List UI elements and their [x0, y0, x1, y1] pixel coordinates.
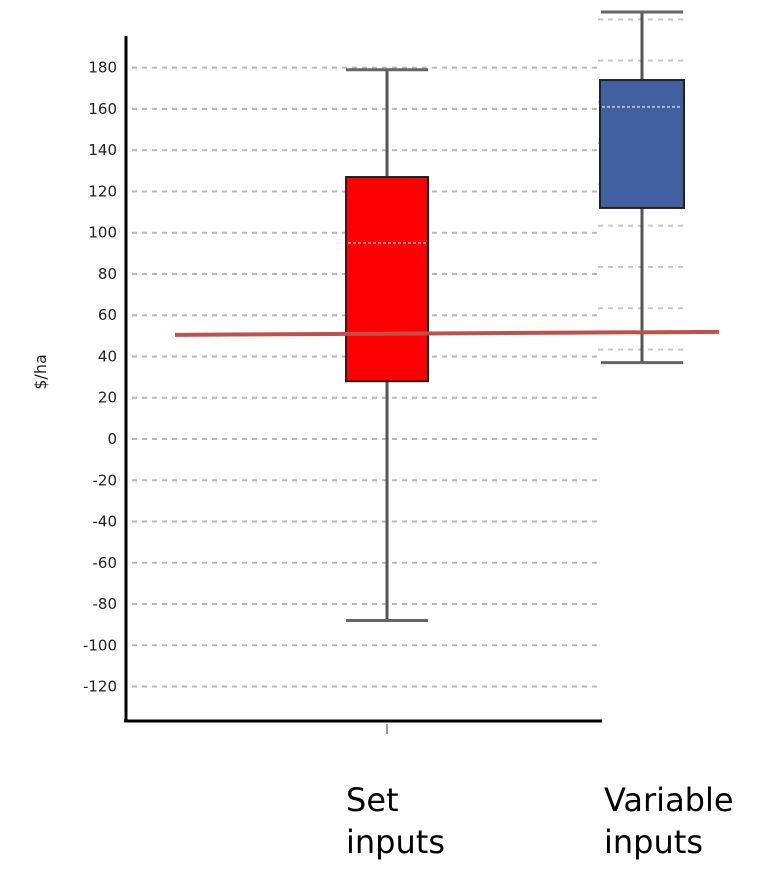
category-label-variable-inputs: Variable inputs — [604, 779, 734, 863]
category-label-set-inputs: Set inputs — [346, 779, 445, 863]
category-label-line: Variable — [604, 781, 734, 819]
y-tick-label: -60 — [93, 554, 118, 572]
y-tick-label: 0 — [107, 430, 117, 448]
box-0 — [345, 68, 429, 623]
y-tick-label: -120 — [83, 678, 117, 696]
y-tick-label: 100 — [88, 224, 117, 242]
y-tick-label: 180 — [88, 59, 117, 77]
y-tick-label: 120 — [88, 182, 117, 200]
y-tick-label: 60 — [98, 306, 117, 324]
box-1 — [599, 10, 685, 365]
y-tick-label: 20 — [98, 389, 117, 407]
y-axis-ticks: 180 160 140 120 100 80 60 40 20 0 -20 -40 -60 -80 -100… — [83, 59, 117, 696]
category-label-line: inputs — [346, 823, 445, 861]
box-iqr — [599, 79, 685, 209]
y-tick-label: -20 — [93, 471, 118, 489]
y-axis-label: $/ha — [31, 354, 50, 390]
y-tick-label: -40 — [93, 513, 118, 531]
y-tick-label: 40 — [98, 347, 117, 365]
reference-line — [174, 329, 720, 337]
box-iqr — [345, 175, 429, 383]
y-tick-label: -100 — [83, 636, 117, 654]
category-label-line: inputs — [604, 823, 703, 861]
y-tick-label: 80 — [98, 265, 117, 283]
box-series — [345, 10, 685, 623]
y-tick-label: -80 — [93, 595, 118, 613]
y-tick-label: 160 — [88, 100, 117, 118]
y-tick-label: 140 — [88, 141, 117, 159]
category-label-line: Set — [346, 781, 399, 819]
